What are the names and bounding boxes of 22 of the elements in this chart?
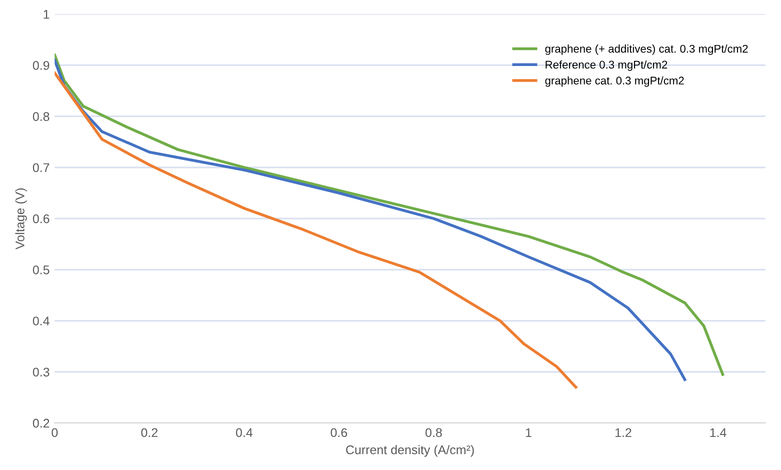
legend-label: graphene (+ additives) cat. 0.3 mgPt/cm2 <box>545 44 748 55</box>
x-tick-label: 1.4 <box>710 428 726 437</box>
legend-label: Reference 0.3 mgPt/cm2 <box>546 60 668 71</box>
y-tick-label: 0.7 <box>32 163 50 172</box>
x-tick-label: 0.8 <box>426 428 442 438</box>
y-tick-label: 0.8 <box>32 112 50 121</box>
y-tick-label: 0.2 <box>32 418 50 428</box>
y-tick-label: 1 <box>44 10 50 19</box>
y-tick-label: 0.3 <box>32 368 50 377</box>
x-tick-label: 0 <box>52 428 58 438</box>
x-tick-label: 0.6 <box>330 428 348 438</box>
y-tick-label: 0.6 <box>32 214 50 224</box>
x-tick-label: 1.2 <box>616 428 632 437</box>
legend-label: graphene cat. 0.3 mgPt/cm2 <box>545 76 684 87</box>
x-tick-label: 0.2 <box>141 428 158 438</box>
y-axis-title: Voltage (V) <box>15 188 27 250</box>
x-tick-label: 0.4 <box>236 428 253 438</box>
y-tick-label: 0.9 <box>32 61 50 70</box>
y-tick-label: 0.5 <box>32 265 50 274</box>
x-tick-label: 1 <box>526 428 532 437</box>
x-axis-title: Current density (A/cm²) <box>346 445 474 457</box>
y-tick-label: 0.4 <box>32 316 50 326</box>
